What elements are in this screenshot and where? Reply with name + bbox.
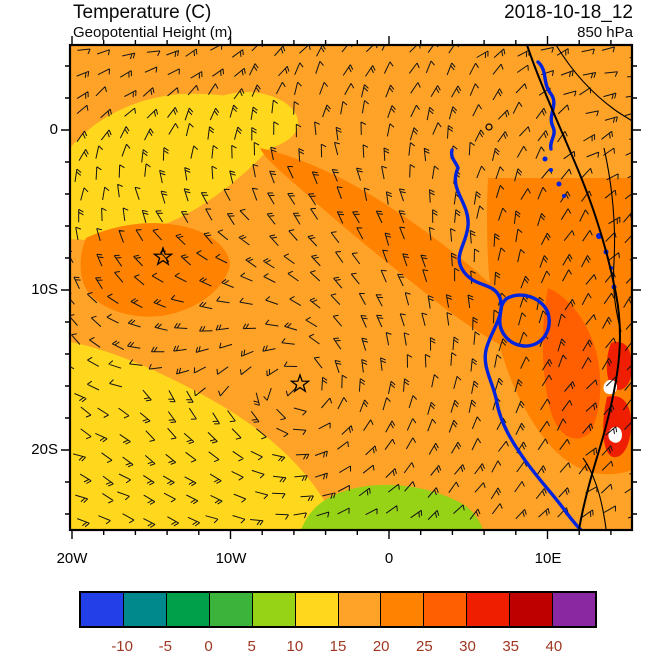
pressure-level-label: 850 hPa [577,24,633,41]
colorbar-tick-label-0: 0 [204,638,213,655]
colorbar-cell-1 [122,593,166,626]
lat-label-20S: 20S [31,441,58,458]
lon-label-0: 0 [384,550,394,567]
colorbar-cell-9 [466,593,510,626]
colorbar-cell-3 [208,593,252,626]
country-border-0 [555,45,632,122]
country-border-1 [603,147,622,333]
temperature-region-white-speck-b [608,426,622,443]
lat-label-10S: 10S [31,281,58,298]
colorbar-cell-10 [509,593,553,626]
colorbar-tick-label-15: 15 [329,638,347,655]
colorbar-tick-label-30: 30 [459,638,476,655]
lon-label-10E: 10E [534,550,562,567]
colorbar-tick-label-40: 40 [545,638,563,655]
calm-wind-marker [485,123,493,131]
temperature-region-20-25c-west-patch [80,223,230,317]
chart-title: Temperature (C) [73,2,212,23]
geopotential-contour-dot-1 [549,168,553,172]
geopotential-contour-dot-0 [542,156,548,162]
coastline [526,45,621,530]
colorbar-cell-5 [294,593,338,626]
geopotential-contour-0 [449,148,583,530]
lat-label-0: 0 [49,121,58,138]
lon-label-10W: 10W [215,550,247,567]
colorbar-tick-label-35: 35 [502,638,519,655]
star-marker-1 [152,246,174,266]
colorbar-tick-label-25: 25 [415,638,433,655]
star-marker-2 [289,373,311,393]
colorbar-tick-label--10: -10 [111,638,133,655]
colorbar-tick-label--5: -5 [158,638,172,655]
colorbar-cell-8 [423,593,467,626]
geopotential-contour-dot-3 [562,194,566,198]
valid-datetime-label: 2018-10-18_12 [504,2,633,23]
chart-subtitle: Geopotential Height (m) [73,24,233,41]
geopotential-contour-dot-2 [556,181,562,187]
colorbar [79,591,597,628]
temperature-region-30-35c-coast-a [606,341,632,390]
colorbar-cell-0 [81,593,123,626]
axis-ticks [61,36,641,539]
colorbar-cell-6 [337,593,381,626]
temperature-region-25-30c-inner [542,288,601,439]
temperature-region-5-10c-south [301,484,483,530]
plot-border [68,43,634,532]
geopotential-contour-1 [498,293,551,348]
wind-barbs [70,45,632,528]
colorbar-tick-label-20: 20 [372,638,390,655]
colorbar-cell-7 [380,593,424,626]
colorbar-cell-4 [251,593,295,626]
colorbar-tick-label-10: 10 [286,638,304,655]
colorbar-cell-2 [165,593,209,626]
temperature-region-10-15c-sw [70,342,338,530]
colorbar-cell-11 [552,593,596,626]
country-border-2 [582,457,607,530]
map-layers [70,45,632,530]
colorbar-tick-label-5: 5 [247,638,256,655]
lon-label-20W: 20W [56,550,88,567]
